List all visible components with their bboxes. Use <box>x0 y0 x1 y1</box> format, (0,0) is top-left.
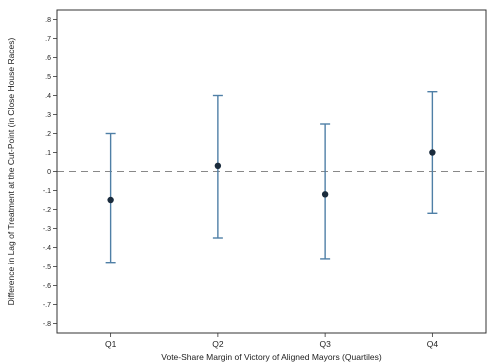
y-axis-ticks: -.8 -.7 -.6 -.5 -.4 -.3 -.2 -.1 0 .1 .2 .3 .4 .5 .6 .7.… <box>43 17 57 328</box>
y-tick-label: .3 <box>45 112 51 119</box>
y-tick-label: -.6 <box>43 283 51 290</box>
y-tick-label: -.1 <box>43 188 51 195</box>
y-tick-label: .7 <box>45 36 51 43</box>
y-tick-label: .6 <box>45 55 51 62</box>
y-tick-label: .5 <box>45 74 51 81</box>
y-tick-label: -.2 <box>43 207 51 214</box>
y-tick-label: -.4 <box>43 245 51 252</box>
plot-frame <box>56 9 487 334</box>
point-estimate-marker <box>214 162 222 169</box>
x-tick-label: Q1 <box>105 339 117 349</box>
point-estimate-marker <box>321 191 329 198</box>
x-tick-label: Q2 <box>212 339 224 349</box>
confidence-intervals <box>105 90 438 264</box>
x-tick-label: Q4 <box>427 339 439 349</box>
y-axis-title: Difference in Lag of Treatment at the Cu… <box>6 37 16 305</box>
point-estimates <box>107 149 436 204</box>
point-estimate-marker <box>429 149 436 156</box>
x-tick-label: Q3 <box>319 339 331 349</box>
y-tick-label: 0 <box>47 169 51 176</box>
y-tick-label: .8 <box>45 17 51 24</box>
y-tick-label: -.3 <box>43 226 51 233</box>
y-tick-label: -.8 <box>43 321 51 328</box>
y-tick-label: .2 <box>45 131 51 138</box>
x-axis-ticks: Q1 Q2 Q3 Q4 <box>105 333 438 349</box>
x-axis-title: Vote-Share Margin of Victory of Aligned … <box>161 352 382 362</box>
y-tick-label: -.7 <box>43 302 51 309</box>
y-tick-label: .1 <box>45 150 51 157</box>
point-estimate-marker <box>107 196 114 204</box>
y-tick-label: .4 <box>45 93 51 100</box>
y-tick-label: -.5 <box>43 264 51 271</box>
